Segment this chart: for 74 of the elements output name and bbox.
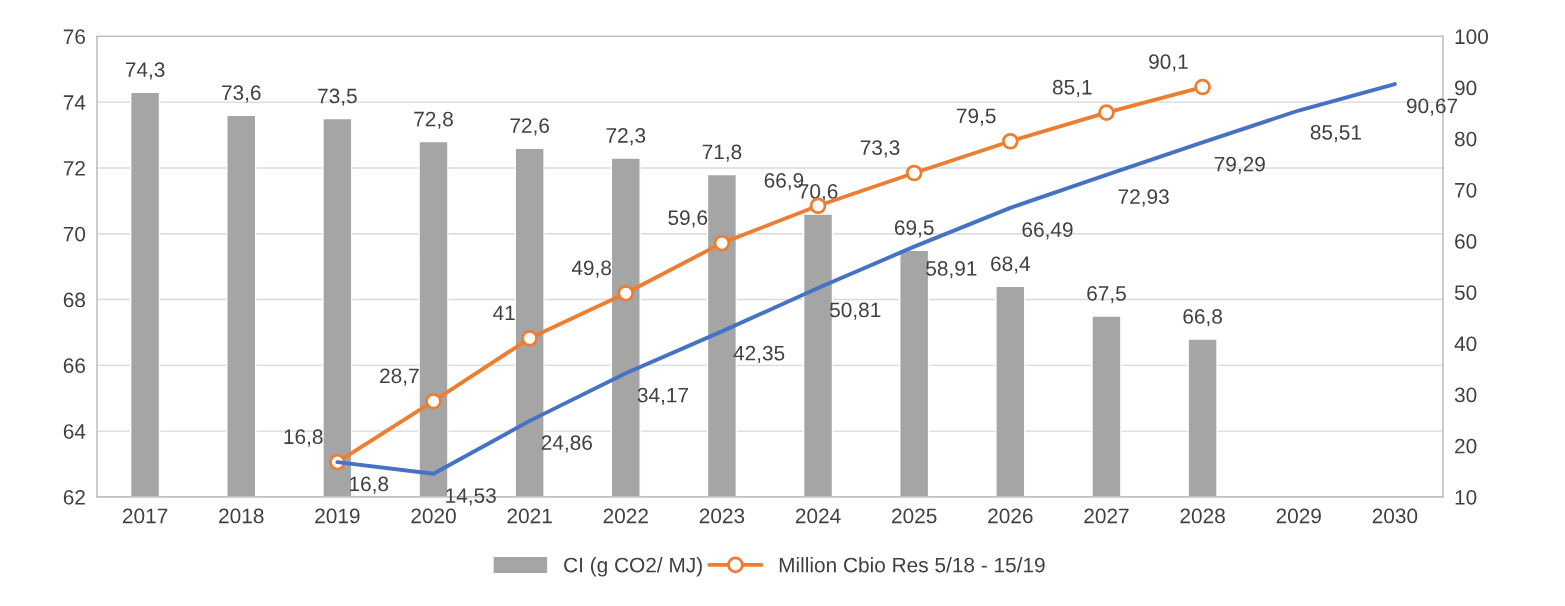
y-tick-label: 76 — [63, 29, 86, 45]
legend-label: CI (g CO2/ MJ) — [564, 557, 702, 577]
y2-tick-label: 60 — [1455, 234, 1477, 249]
x-tick-label: 2023 — [699, 508, 745, 524]
point — [1098, 104, 1115, 121]
point — [521, 329, 538, 347]
data-label: 42,35 — [733, 345, 785, 364]
x-tick-label: 2021 — [507, 508, 552, 524]
legend-label: Million Cbio Res 5/18 - 15/19 — [779, 557, 1045, 573]
point — [713, 234, 731, 252]
point — [617, 284, 635, 302]
data-label: 34,17 — [637, 387, 688, 405]
data-label: 74,3 — [125, 62, 165, 80]
data-label: 72,3 — [606, 128, 646, 146]
y2-tick-label: 30 — [1454, 387, 1477, 403]
x-tick-label: 2027 — [1084, 508, 1129, 524]
x-tick-label: 2026 — [988, 508, 1033, 524]
data-label: 73,5 — [318, 88, 357, 106]
y-tick-label: 72 — [63, 160, 85, 176]
data-label: 79,29 — [1214, 156, 1265, 174]
data-label: 28,7 — [380, 368, 419, 386]
y2-tick-label: 10 — [1455, 489, 1477, 505]
data-label: 16,8 — [350, 476, 389, 494]
y2-tick-label: 50 — [1454, 285, 1477, 300]
y2-tick-label: 90 — [1455, 80, 1477, 96]
point — [905, 164, 923, 182]
y2-tick-label: 40 — [1454, 336, 1477, 352]
point — [1194, 78, 1211, 96]
data-label: 90,67 — [1406, 98, 1458, 116]
point — [1001, 132, 1019, 150]
point — [425, 392, 442, 410]
data-label: 16,8 — [284, 429, 323, 447]
data-label: 72,6 — [510, 118, 549, 136]
y-tick-label: 66 — [63, 358, 86, 374]
y2-tick-label: 100 — [1455, 29, 1488, 45]
y2-tick-label: 70 — [1455, 182, 1477, 198]
data-label: 58,91 — [926, 261, 977, 279]
data-label: 67,5 — [1087, 286, 1126, 304]
y-tick-label: 74 — [63, 95, 86, 110]
x-tick-label: 2022 — [603, 508, 648, 524]
data-label: 90,1 — [1149, 54, 1188, 72]
data-label: 69,5 — [894, 220, 934, 238]
x-tick-label: 2017 — [122, 508, 168, 524]
y-tick-label: 64 — [63, 424, 86, 439]
x-tick-label: 2019 — [315, 508, 360, 524]
data-label: 59,6 — [668, 210, 708, 228]
x-tick-label: 2028 — [1180, 508, 1225, 524]
y-tick-label: 62 — [63, 489, 85, 505]
x-tick-label: 2029 — [1276, 508, 1321, 524]
data-label: 72,8 — [414, 111, 453, 129]
y-tick-label: 68 — [63, 292, 86, 308]
data-label: 73,3 — [860, 140, 900, 158]
data-label: 79,5 — [956, 108, 996, 126]
y2-tick-label: 20 — [1455, 438, 1477, 454]
y-tick-label: 70 — [63, 226, 86, 242]
data-label: 71,8 — [702, 144, 742, 162]
data-label: 72,93 — [1118, 189, 1169, 207]
x-tick-label: 2025 — [892, 508, 937, 524]
data-label: 68,4 — [991, 256, 1030, 274]
y2-tick-label: 80 — [1454, 131, 1477, 147]
data-label: 14,53 — [446, 488, 496, 506]
data-label: 66,8 — [1183, 309, 1222, 327]
x-tick-label: 2018 — [219, 508, 264, 524]
data-label: 85,1 — [1052, 79, 1092, 98]
data-label: 49,8 — [571, 260, 611, 278]
data-label: 73,6 — [222, 85, 261, 103]
x-tick-label: 2024 — [795, 508, 841, 524]
data-label: 50,81 — [829, 302, 881, 320]
x-tick-label: 2030 — [1372, 508, 1418, 524]
x-tick-label: 2020 — [411, 508, 456, 524]
data-label: 85,51 — [1310, 124, 1361, 143]
data-label: 24,86 — [541, 435, 592, 453]
data-label: 41 — [493, 305, 515, 321]
data-label: 66,49 — [1022, 222, 1073, 240]
